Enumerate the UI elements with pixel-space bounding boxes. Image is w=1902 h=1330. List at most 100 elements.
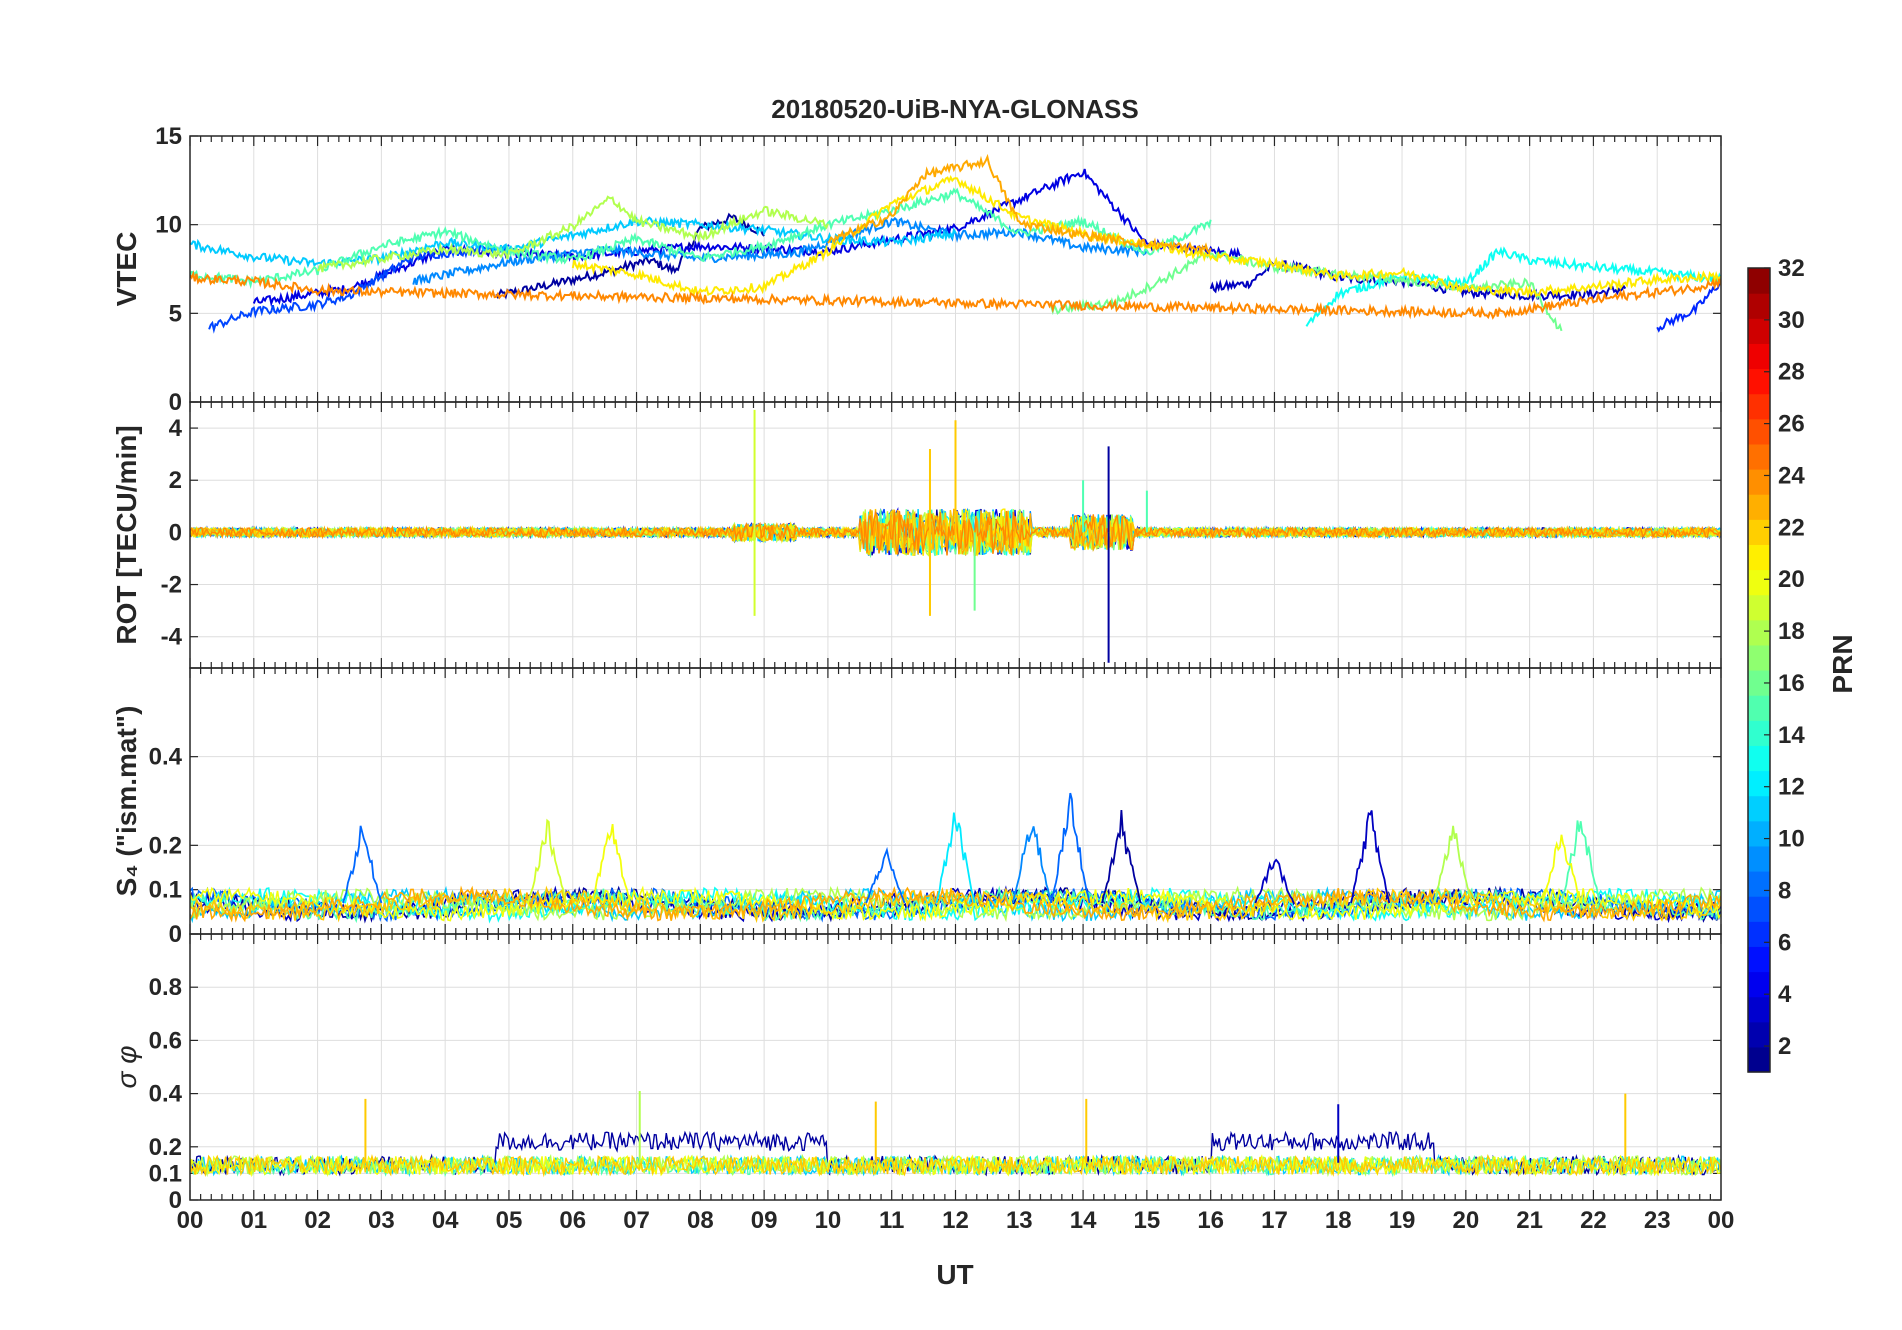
x-tick-label: 20 xyxy=(1452,1207,1479,1234)
x-tick-label: 01 xyxy=(240,1207,267,1234)
s4-peak xyxy=(1560,820,1601,904)
x-tick-label: 00 xyxy=(1708,1207,1735,1234)
x-tick-label: 00 xyxy=(177,1207,204,1234)
colorbar-segment xyxy=(1748,418,1770,445)
colorbar-segment xyxy=(1748,820,1770,847)
x-tick-label: 12 xyxy=(942,1207,969,1234)
colorbar-segment xyxy=(1748,619,1770,646)
colorbar-segment xyxy=(1748,971,1770,998)
s4-peak xyxy=(1433,825,1474,904)
y-axis-label: S₄ ("ism.mat") xyxy=(111,706,142,897)
x-tick-label: 03 xyxy=(368,1207,395,1234)
y-axis-label: VTEC xyxy=(111,232,142,307)
colorbar-tick-label: 30 xyxy=(1778,307,1805,334)
colorbar-segment xyxy=(1748,443,1770,470)
x-tick-label: 22 xyxy=(1580,1207,1607,1234)
x-tick-label: 18 xyxy=(1325,1207,1352,1234)
x-axis-ticks: 00 01 02 03 04 05 06 07 08 09 10 11 12 13 14 15 16 17 18 19… xyxy=(177,1207,1735,1234)
y-tick-label: 0.2 xyxy=(149,1134,182,1161)
y-tick-label: 4 xyxy=(169,415,183,442)
y-tick-label: 0 xyxy=(169,389,182,416)
panel-frame xyxy=(189,933,1722,1201)
series-group xyxy=(190,1090,1721,1178)
vtec-series-prn-24 xyxy=(190,270,1721,320)
colorbar-segment xyxy=(1748,393,1770,420)
colorbar-segment xyxy=(1748,946,1770,973)
colorbar-segment xyxy=(1748,368,1770,395)
colorbar-tick-label: 28 xyxy=(1778,359,1805,386)
y-tick-label: 0.8 xyxy=(149,974,182,1001)
vtec-series-prn-11 xyxy=(190,216,957,269)
y-tick-label: 0.4 xyxy=(149,1081,183,1108)
y-tick-label: -4 xyxy=(161,624,183,651)
s4-peak xyxy=(935,812,976,904)
x-tick-label: 09 xyxy=(751,1207,778,1234)
colorbar-segment xyxy=(1748,670,1770,696)
colorbar-segment xyxy=(1748,1046,1770,1073)
colorbar-segment xyxy=(1748,845,1770,872)
x-tick-label: 13 xyxy=(1006,1207,1033,1234)
x-tick-label: 19 xyxy=(1389,1207,1416,1234)
s4-peak xyxy=(1050,792,1091,904)
y-tick-label: -2 xyxy=(161,572,182,599)
y-tick-label: 0 xyxy=(169,519,182,546)
vtec-series-prn-23 xyxy=(827,153,1212,256)
x-tick-label: 14 xyxy=(1070,1207,1097,1234)
series-group xyxy=(190,409,1721,663)
colorbar-tick-label: 20 xyxy=(1778,566,1805,593)
colorbar-segment xyxy=(1748,644,1770,671)
s4-peak xyxy=(591,823,632,904)
vtec-series-prn-13 xyxy=(1305,246,1721,327)
vtec-series-prn-2 xyxy=(495,212,765,300)
x-tick-label: 17 xyxy=(1261,1207,1288,1234)
y-tick-label: 2 xyxy=(169,467,182,494)
colorbar-segment xyxy=(1748,594,1770,621)
x-tick-label: 04 xyxy=(432,1207,459,1234)
colorbar-tick-label: 32 xyxy=(1778,255,1805,282)
colorbar-tick-label: 18 xyxy=(1778,618,1805,645)
s4-peak xyxy=(527,818,568,904)
s4-series-prn-23 xyxy=(190,885,1721,923)
x-tick-label: 11 xyxy=(879,1207,904,1234)
x-tick-label: 21 xyxy=(1516,1207,1543,1234)
y-axis-label: ROT [TECU/min] xyxy=(111,425,142,644)
series-group xyxy=(190,153,1721,334)
colorbar-tick-label: 26 xyxy=(1778,411,1805,438)
colorbar-tick-label: 14 xyxy=(1778,722,1805,749)
colorbar-segment xyxy=(1748,871,1770,897)
vtec-series-prn-18 xyxy=(316,195,829,273)
x-tick-label: 08 xyxy=(687,1207,714,1234)
vtec-series-prn-6 xyxy=(1656,279,1721,333)
colorbar-tick-label: 12 xyxy=(1778,774,1805,801)
colorbar-tick-label: 4 xyxy=(1778,981,1792,1008)
x-tick-label: 16 xyxy=(1197,1207,1224,1234)
x-tick-label: 02 xyxy=(304,1207,331,1234)
vtec-series-prn-9 xyxy=(412,216,1148,286)
sigma-series-prn-15 xyxy=(190,1153,1721,1178)
colorbar-segment xyxy=(1748,343,1770,370)
sigma-series-prn-18 xyxy=(190,1153,1721,1178)
y-tick-label: 0.4 xyxy=(149,744,183,771)
colorbar-segment xyxy=(1748,921,1770,947)
colorbar-segment xyxy=(1748,745,1770,772)
s4-peak xyxy=(865,846,906,904)
y-tick-label: 10 xyxy=(155,212,182,239)
colorbar-tick-label: 10 xyxy=(1778,826,1805,853)
colorbar-label: PRN xyxy=(1827,634,1858,693)
colorbar-segment xyxy=(1748,268,1770,294)
y-tick-label: 0.1 xyxy=(149,877,182,904)
colorbar-tick-label: 6 xyxy=(1778,929,1791,956)
colorbar-segment xyxy=(1748,695,1770,721)
x-tick-label: 15 xyxy=(1134,1207,1161,1234)
vtec-panel: VTEC 0 5 10 15 xyxy=(111,123,1722,416)
colorbar-segment xyxy=(1748,519,1770,545)
colorbar-segment xyxy=(1748,569,1770,596)
colorbar-segment xyxy=(1748,469,1770,495)
s4-peak xyxy=(1541,834,1582,904)
s4-peak xyxy=(1101,810,1142,904)
vtec-series-prn-15 xyxy=(190,187,1212,290)
y-tick-label: 0.6 xyxy=(149,1027,182,1054)
y-tick-label: 15 xyxy=(155,123,182,150)
colorbar-tick-label: 16 xyxy=(1778,670,1805,697)
